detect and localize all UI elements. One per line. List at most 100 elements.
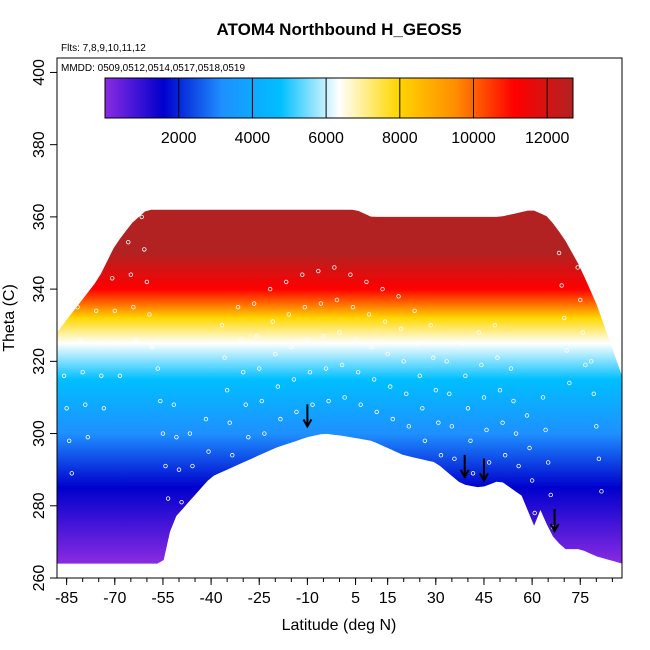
track-point — [332, 265, 337, 270]
track-point — [580, 330, 586, 335]
track-point — [355, 369, 361, 375]
track-point — [187, 431, 193, 436]
track-point — [257, 366, 262, 371]
track-point — [305, 337, 310, 342]
track-point — [133, 337, 139, 342]
track-point — [382, 319, 388, 324]
track-point — [388, 384, 393, 389]
track-point — [323, 366, 329, 371]
track-point — [254, 333, 259, 339]
track-point — [406, 424, 412, 429]
track-point — [348, 272, 353, 277]
track-point — [548, 492, 553, 498]
y-axis-label: Theta (C) — [1, 284, 18, 352]
track-point — [532, 510, 537, 516]
track-point — [289, 344, 294, 350]
track-point — [371, 377, 377, 382]
track-point — [267, 286, 273, 292]
track-point — [452, 456, 457, 462]
track-point — [436, 420, 441, 425]
track-point — [470, 471, 476, 476]
track-point — [93, 308, 99, 313]
track-point — [240, 369, 246, 375]
track-point — [99, 373, 104, 378]
track-point — [149, 344, 155, 350]
track-point — [337, 330, 342, 335]
arrow-head — [302, 418, 313, 429]
track-point — [559, 283, 564, 288]
track-point — [131, 304, 136, 310]
track-point — [243, 402, 248, 407]
x-axis: -85 -70 -55 -40 -25 -10 5 15 30 45 60 75 — [55, 578, 613, 607]
track-point — [398, 326, 404, 332]
y-tick-label: 320 — [31, 348, 48, 375]
track-point — [500, 420, 505, 425]
track-point — [294, 409, 299, 415]
track-point — [447, 391, 452, 397]
track-point — [513, 431, 519, 436]
track-point — [117, 373, 123, 378]
track-point — [83, 402, 88, 407]
y-tick-label: 340 — [31, 276, 48, 303]
track-point — [235, 304, 241, 310]
track-point — [230, 453, 235, 458]
colorbar-tick-label: 12000 — [525, 130, 570, 147]
flight-track — [59, 207, 604, 530]
track-point — [318, 301, 324, 306]
track-point — [262, 431, 267, 436]
track-point — [578, 297, 583, 303]
track-point — [66, 438, 72, 443]
colorbar: 2000 4000 6000 8000 10000 12000 — [104, 77, 574, 147]
track-point — [59, 341, 64, 346]
track-point — [463, 373, 468, 378]
track-point — [390, 416, 395, 422]
track-point — [284, 279, 289, 285]
track-point — [420, 406, 425, 411]
track-point — [147, 312, 152, 317]
track-point — [396, 294, 401, 299]
y-tick-label: 260 — [31, 565, 48, 592]
track-point — [369, 344, 374, 350]
x-tick-label: -40 — [200, 590, 223, 607]
track-point — [358, 402, 363, 407]
track-point — [61, 373, 67, 378]
track-point — [444, 359, 449, 364]
track-point — [64, 406, 69, 411]
track-point — [497, 388, 503, 393]
track-point — [291, 377, 297, 382]
track-point — [583, 362, 588, 368]
track-point — [417, 373, 422, 378]
track-point — [115, 341, 120, 346]
track-point — [160, 431, 166, 436]
track-point — [112, 308, 117, 313]
track-point — [171, 402, 177, 407]
track-point — [385, 351, 390, 357]
x-tick-label: 15 — [379, 590, 397, 607]
x-tick-label: -25 — [248, 590, 271, 607]
track-point — [492, 323, 498, 328]
track-point — [342, 395, 347, 400]
x-tick-label: -85 — [55, 590, 78, 607]
track-point — [364, 279, 369, 285]
track-point — [591, 391, 596, 397]
track-point — [484, 427, 489, 433]
y-tick-label: 400 — [31, 59, 48, 86]
track-point — [110, 276, 115, 281]
track-point — [77, 337, 83, 342]
track-point — [575, 265, 580, 270]
track-point — [321, 333, 326, 339]
dates-annotation: MMDD: 0509,0512,0514,0517,0518,0519 — [61, 63, 245, 74]
track-point — [433, 388, 439, 393]
x-tick-label: 5 — [351, 590, 360, 607]
track-point — [123, 207, 128, 212]
track-point — [495, 355, 500, 360]
track-point — [414, 341, 420, 346]
track-point — [85, 434, 91, 440]
track-point — [596, 456, 602, 462]
track-point — [278, 416, 283, 422]
x-tick-label: 75 — [571, 590, 589, 607]
track-point — [481, 395, 487, 400]
track-point — [562, 315, 567, 321]
arrows — [302, 404, 560, 534]
